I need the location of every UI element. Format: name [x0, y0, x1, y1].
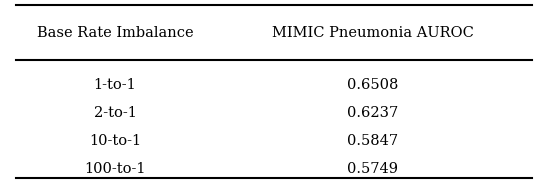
Text: 0.5847: 0.5847 [347, 134, 398, 148]
Text: 0.5749: 0.5749 [347, 162, 398, 176]
Text: 1-to-1: 1-to-1 [94, 78, 136, 92]
Text: 100-to-1: 100-to-1 [84, 162, 146, 176]
Text: 2-to-1: 2-to-1 [94, 106, 136, 120]
Text: 0.6237: 0.6237 [347, 106, 398, 120]
Text: 10-to-1: 10-to-1 [89, 134, 141, 148]
Text: 0.6508: 0.6508 [347, 78, 398, 92]
Text: MIMIC Pneumonia AUROC: MIMIC Pneumonia AUROC [272, 26, 473, 40]
Text: Base Rate Imbalance: Base Rate Imbalance [37, 26, 193, 40]
